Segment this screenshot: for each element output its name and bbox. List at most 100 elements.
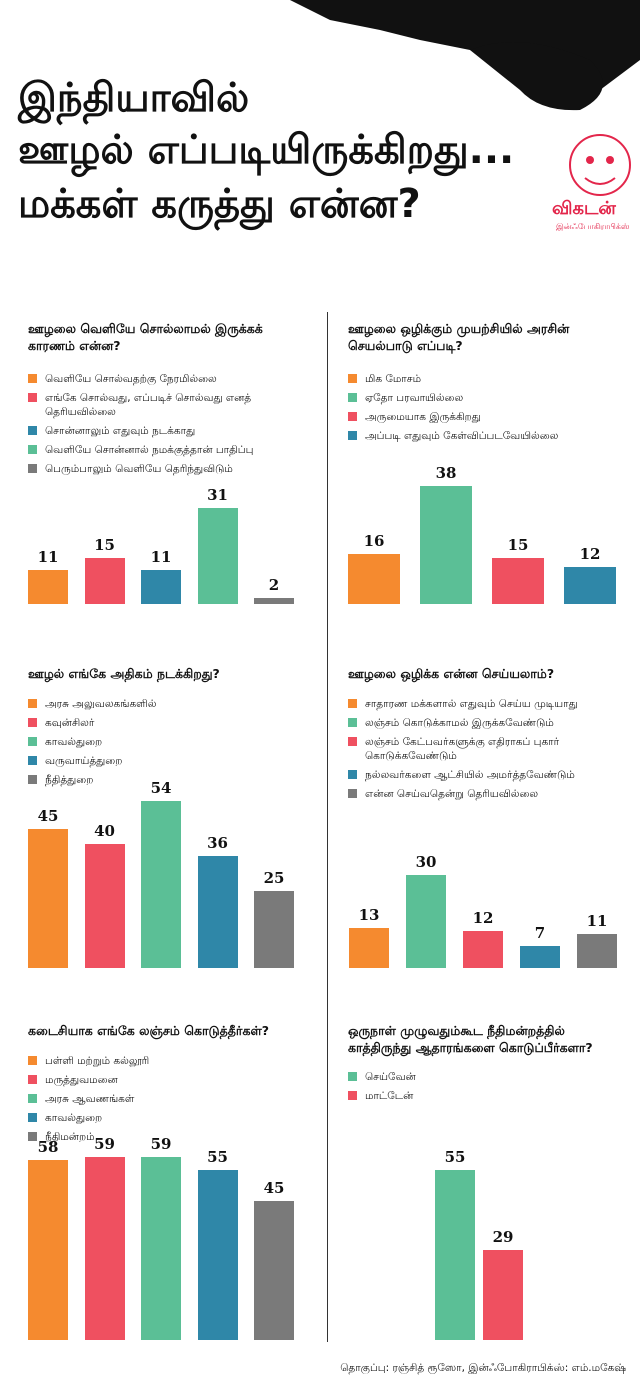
legend-label: எங்கே சொல்வது, எப்படிச் சொல்வது எனத் தெர…: [45, 392, 252, 418]
logo-eye: [586, 156, 594, 164]
legend-label: காவல்துறை: [45, 736, 103, 748]
bar: [28, 569, 68, 604]
logo-mouth: [584, 177, 616, 185]
legend-swatch: [28, 1075, 37, 1084]
legend-swatch: [348, 412, 357, 421]
bar: [349, 927, 389, 968]
bar: [28, 828, 68, 968]
bar: [520, 946, 560, 968]
legend-label: பள்ளி மற்றும் கல்லூரி: [45, 1055, 150, 1067]
panel-title: ஊழலை ஒழிக்க என்ன செய்யலாம்?: [348, 666, 555, 681]
hand-silhouette: [470, 42, 603, 111]
panel-title: ஒருநாள் முழுவதும்கூட நீதிமன்றத்தில் காத்…: [348, 1023, 593, 1055]
title-line: ஊழல் எப்படியிருக்கிறது...: [18, 127, 515, 173]
legend-swatch: [28, 1056, 37, 1065]
divider: [327, 312, 328, 1342]
legend-swatch: [28, 1132, 37, 1141]
legend-item: நல்லவர்களை ஆட்சியில் அமர்த்தவேண்டும்: [348, 768, 628, 782]
legend-label: வெளியே சொல்வதற்கு நேரமில்லை: [45, 373, 217, 385]
title-line: இந்தியாவில்: [18, 75, 250, 121]
legend-swatch: [28, 775, 37, 784]
bar: [406, 875, 446, 968]
legend-swatch: [348, 393, 357, 402]
bar: [84, 557, 125, 604]
legend-swatch: [348, 789, 357, 798]
legend-swatch: [348, 699, 357, 708]
legend-label: மாட்டேன்: [365, 1090, 414, 1102]
legend-label: லஞ்சம் கேட்பவர்களுக்கு எதிராகப் புகார் க…: [365, 736, 560, 762]
bar: [254, 1200, 294, 1340]
legend-label: நீதிமன்றம்: [45, 1131, 95, 1143]
value-label: 45: [263, 1178, 285, 1197]
legend: செய்வேன் மாட்டேன்: [348, 1070, 628, 1108]
legend-swatch: [28, 393, 37, 402]
legend-item: மருத்துவமனை: [28, 1073, 308, 1087]
value-label: 58: [37, 1138, 59, 1157]
legend-item: காவல்துறை: [28, 1111, 308, 1125]
value-label: 16: [363, 532, 385, 551]
legend-swatch: [348, 770, 357, 779]
legend-label: கவுன்சிலர்: [45, 717, 95, 729]
legend-swatch: [28, 464, 37, 473]
value-label: 25: [263, 868, 285, 887]
legend-swatch: [348, 1072, 357, 1081]
value-label: 11: [150, 547, 172, 566]
value-label: 13: [358, 905, 380, 924]
value-label: 11: [37, 547, 59, 566]
bar: [492, 557, 544, 604]
legend-label: அரசு அலுவலகங்களில்: [45, 698, 157, 710]
value-label: 45: [37, 806, 59, 825]
panel-title: கடைசியாக எங்கே லஞ்சம் கொடுத்தீர்கள்?: [28, 1023, 269, 1038]
bar: [28, 1160, 68, 1340]
value-label: 31: [207, 485, 228, 504]
bar: [197, 1169, 238, 1340]
header-art: [290, 0, 640, 196]
legend-label: நல்லவர்களை ஆட்சியில் அமர்த்தவேண்டும்: [365, 769, 575, 781]
legend-item: என்ன செய்வதென்று தெரியவில்லை: [348, 787, 628, 801]
legend-item: சொன்னாலும் எதுவும் நடக்காது: [28, 424, 308, 438]
legend-label: அரசு ஆவணங்கள்: [45, 1093, 135, 1105]
bar: [435, 1169, 475, 1340]
legend-label: என்ன செய்வதென்று தெரியவில்லை: [365, 788, 539, 800]
legend-label: அருமையாக இருக்கிறது: [365, 411, 481, 423]
legend-item: வெளியே சொல்வதற்கு நேரமில்லை: [28, 372, 308, 386]
legend-label: செய்வேன்: [365, 1071, 416, 1083]
logo-name: விகடன்: [552, 198, 616, 219]
legend-item: காவல்துறை: [28, 735, 308, 749]
value-label: 11: [586, 911, 608, 930]
legend-swatch: [348, 374, 357, 383]
bar: [463, 930, 503, 968]
bar: [141, 1157, 181, 1340]
legend-label: அப்படி எதுவும் கேள்விப்படவேயில்லை: [365, 430, 559, 442]
legend-label: பெரும்பாலும் வெளியே தெரிந்துவிடும்: [45, 463, 233, 475]
logo-face: [569, 134, 631, 196]
value-label: 29: [492, 1228, 514, 1247]
legend: பள்ளி மற்றும் கல்லூரி மருத்துவமனை அரசு ஆவண…: [28, 1054, 308, 1149]
legend-item: பெரும்பாலும் வெளியே தெரிந்துவிடும்: [28, 462, 308, 476]
legend-item: லஞ்சம் கொடுக்காமல் இருக்கவேண்டும்: [348, 716, 628, 730]
legend-item: மிக மோசம்: [348, 372, 628, 386]
legend-item: நீதிமன்றம்: [28, 1130, 308, 1144]
legend-label: வருவாய்த்துறை: [45, 755, 123, 767]
bar: [197, 856, 238, 968]
logo-eye: [606, 156, 614, 164]
panel-title: ஊழலை ஒழிக்கும் முயற்சியில் அரசின் செயல்ப…: [348, 321, 570, 353]
bar: [483, 1250, 523, 1340]
legend-item: மாட்டேன்: [348, 1089, 628, 1103]
legend: வெளியே சொல்வதற்கு நேரமில்லை எங்கே சொல்வது…: [28, 372, 308, 481]
legend-label: மருத்துவமனை: [45, 1074, 118, 1086]
legend-item: சாதாரண மக்களால் எதுவும் செய்ய முடியாது: [348, 697, 628, 711]
bar: [84, 1157, 125, 1340]
bar: [348, 554, 400, 604]
panel-title: ஊழலை வெளியே சொல்லாமல் இருக்கக் காரணம் என…: [28, 321, 263, 353]
legend-item: அரசு ஆவணங்கள்: [28, 1092, 308, 1106]
legend-item: ஏதோ பரவாயில்லை: [348, 391, 628, 405]
bar: [254, 597, 294, 604]
legend-item: நீதித்துறை: [28, 773, 308, 787]
panel-title: ஊழல் எங்கே அதிகம் நடக்கிறது?: [28, 666, 220, 681]
legend-swatch: [348, 1091, 357, 1100]
legend-item: செய்வேன்: [348, 1070, 628, 1084]
legend-label: லஞ்சம் கொடுக்காமல் இருக்கவேண்டும்: [365, 717, 554, 729]
legend-item: லஞ்சம் கேட்பவர்களுக்கு எதிராகப் புகார் க…: [348, 735, 628, 763]
